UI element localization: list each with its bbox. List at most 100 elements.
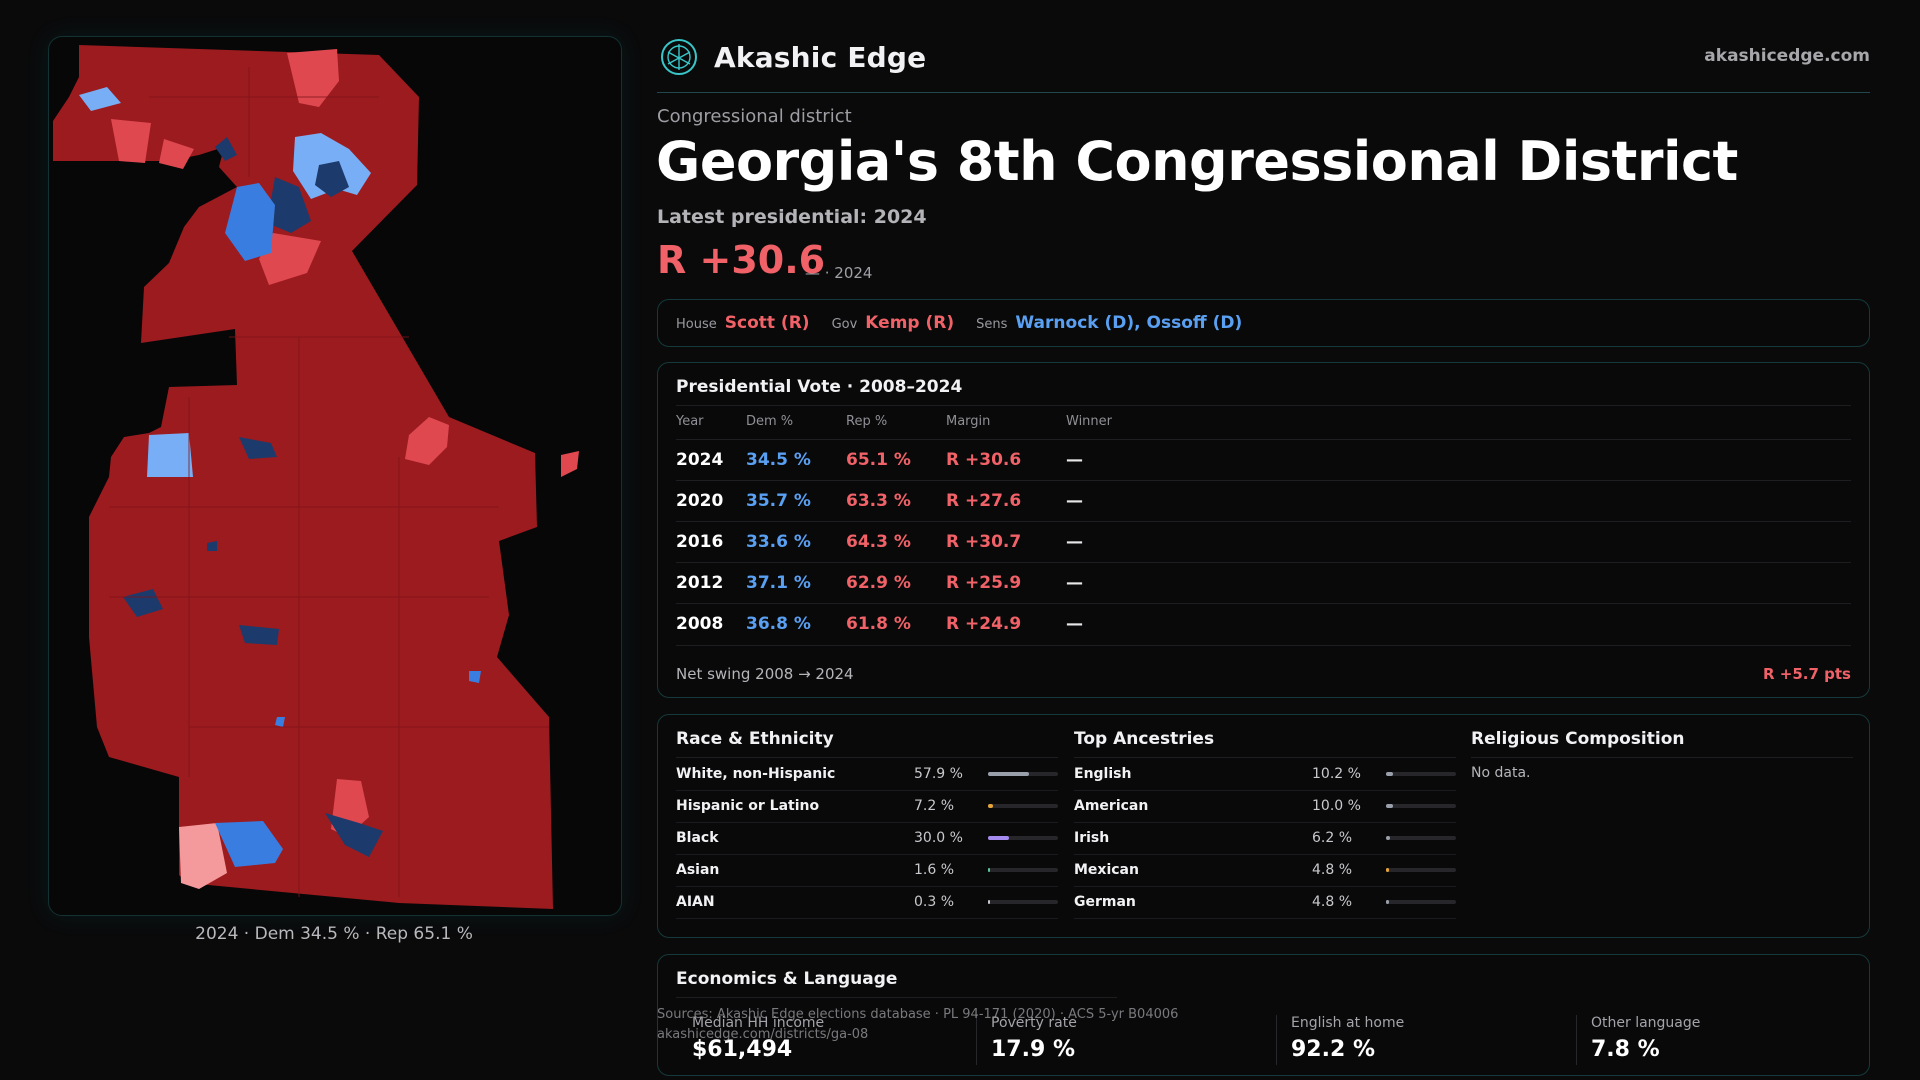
ancestry-value: 10.2 % [1312,766,1361,782]
ancestry-row: Mexican 4.8 % [1074,854,1456,887]
race-row: Asian 1.6 % [676,854,1058,887]
map-caption: 2024 · Dem 34.5 % · Rep 65.1 % [195,924,473,944]
map-precinct[interactable] [215,821,283,867]
race-row: Hispanic or Latino 7.2 % [676,790,1058,823]
ancestry-bar-fill [1386,868,1390,872]
religion-no-data: No data. [1471,765,1531,781]
race-label: White, non-Hispanic [676,766,836,782]
map-precinct[interactable] [275,717,285,727]
race-row: AIAN 0.3 % [676,886,1058,919]
ancestry-row: Irish 6.2 % [1074,822,1456,855]
ancestry-bar [1386,804,1456,808]
district-url-link[interactable]: akashicedge.com/districts/ga-08 [657,1027,869,1042]
map-precinct[interactable] [405,417,449,465]
ancestry-value: 4.8 % [1312,862,1353,878]
race-row: Black 30.0 % [676,822,1058,855]
ancestry-label: American [1074,798,1149,814]
map-district-shape[interactable] [53,45,553,909]
house-label: House [676,317,717,332]
ancestry-row: American 10.0 % [1074,790,1456,823]
english-at-home-stat: English at home 92.2 % [1291,1015,1404,1062]
ancestry-bar [1386,900,1456,904]
senators[interactable]: Warnock (D), Ossoff (D) [1015,313,1243,333]
map-precinct[interactable] [239,437,277,459]
site-url-link[interactable]: akashicedge.com [1704,46,1870,66]
senators-label: Sens [976,317,1008,332]
race-value: 30.0 % [914,830,963,846]
other-language-stat: Other language 7.8 % [1591,1015,1700,1062]
column-header-winner: Winner [1066,414,1113,429]
map-precinct[interactable] [147,433,193,477]
map-precinct[interactable] [267,177,311,233]
latest-margin-sub: — · 2024 [805,264,873,282]
margin-cell: R +30.6 [946,450,1022,470]
map-precinct[interactable] [561,451,579,477]
map-precinct[interactable] [259,233,321,285]
ancestry-bar [1386,772,1456,776]
governor[interactable]: Kemp (R) [865,313,955,333]
table-row[interactable]: 2008 36.8 % 61.8 % R +24.9 — [676,603,1851,646]
divider [1276,1015,1277,1065]
ancestry-bar-fill [1386,900,1390,904]
presidential-vote-card: Presidential Vote · 2008–2024 Year Dem %… [657,362,1870,698]
map-precinct[interactable] [159,139,194,169]
race-value: 57.9 % [914,766,963,782]
house-member[interactable]: Scott (R) [724,313,810,333]
margin-cell: R +24.9 [946,614,1022,634]
district-map[interactable] [48,36,622,916]
race-bar-fill [988,868,990,872]
stat-value: 92.2 % [1291,1037,1375,1062]
map-precinct[interactable] [179,823,227,889]
header-divider [657,92,1870,93]
table-row[interactable]: 2012 37.1 % 62.9 % R +25.9 — [676,562,1851,604]
dem-cell: 37.1 % [746,573,811,593]
map-precinct[interactable] [215,137,237,161]
table-row[interactable]: 2020 35.7 % 63.3 % R +27.6 — [676,480,1851,522]
race-label: AIAN [676,894,715,910]
year-cell: 2008 [676,614,724,634]
winner-cell: — [1066,491,1083,511]
governor-label: Gov [831,317,858,332]
table-row[interactable]: 2024 34.5 % 65.1 % R +30.6 — [676,439,1851,481]
brand-name: Akashic Edge [714,40,927,74]
ancestry-bar [1386,836,1456,840]
map-precinct[interactable] [315,161,349,197]
rep-cell: 65.1 % [846,450,911,470]
map-precinct[interactable] [325,813,383,857]
table-row[interactable]: 2016 33.6 % 64.3 % R +30.7 — [676,521,1851,563]
winner-cell: — [1066,450,1083,470]
map-precinct[interactable] [123,589,163,617]
map-precinct[interactable] [469,671,481,683]
map-precinct[interactable] [79,87,121,111]
dem-cell: 36.8 % [746,614,811,634]
map-precinct[interactable] [287,49,339,107]
divider [1074,757,1456,758]
year-cell: 2020 [676,491,724,511]
ancestry-value: 4.8 % [1312,894,1353,910]
race-label: Black [676,830,719,846]
margin-cell: R +27.6 [946,491,1022,511]
map-precinct[interactable] [225,183,275,261]
race-bar-fill [988,836,1009,840]
winner-cell: — [1066,573,1083,593]
sources-text: Sources: Akashic Edge elections database… [657,1007,1179,1022]
map-precinct[interactable] [111,119,151,163]
brand[interactable]: Akashic Edge [660,38,926,76]
winner-cell: — [1066,614,1083,634]
race-bar [988,772,1058,776]
winner-cell: — [1066,532,1083,552]
race-label: Hispanic or Latino [676,798,820,814]
district-map-svg[interactable] [49,37,621,915]
latest-presidential-label: Latest presidential: 2024 [657,206,927,228]
religion-title: Religious Composition [1471,729,1685,749]
race-row: White, non-Hispanic 57.9 % [676,758,1058,791]
rep-cell: 63.3 % [846,491,911,511]
year-cell: 2024 [676,450,724,470]
dem-cell: 35.7 % [746,491,811,511]
column-header-year: Year [676,414,704,429]
race-value: 1.6 % [914,862,955,878]
map-precinct[interactable] [207,541,217,551]
race-value: 0.3 % [914,894,955,910]
map-precinct[interactable] [239,625,279,645]
column-header-dem: Dem % [746,414,794,429]
